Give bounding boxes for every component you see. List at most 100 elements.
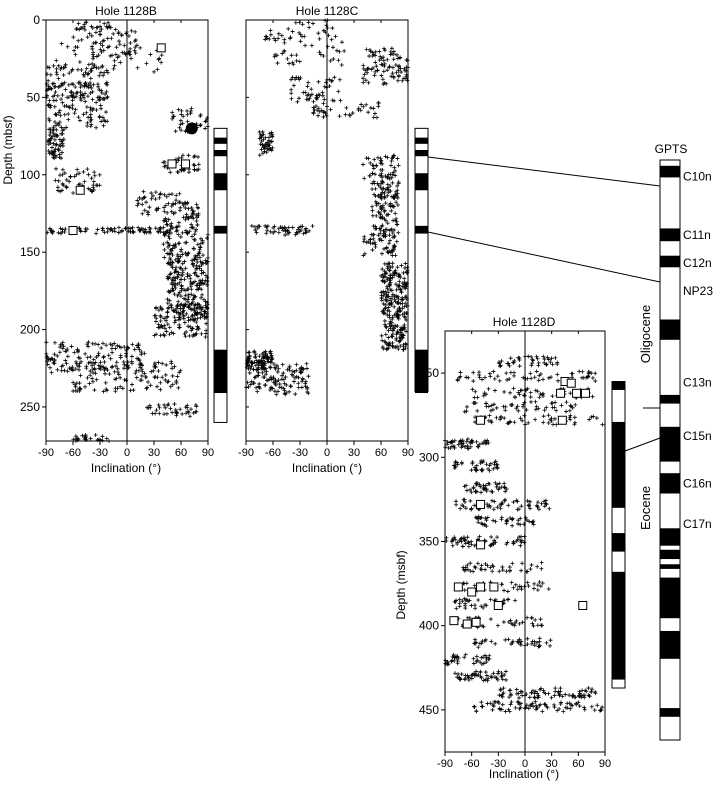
data-point-cross [111,66,116,71]
data-point-cross [83,351,88,356]
data-point-cross [533,417,538,422]
data-point-cross [138,45,143,50]
data-point-cross [289,53,294,58]
data-point-cross [568,706,573,711]
data-point-cross [190,334,195,339]
data-point-cross [59,131,64,136]
data-point-cross [170,277,175,282]
data-point-cross [453,537,458,542]
data-point-cross [394,194,399,199]
epoch-label: Oligocene [638,305,653,364]
data-point-cross [403,315,408,320]
data-point-cross [70,67,75,72]
x-tick-label: 60 [572,758,584,770]
data-point-cross [331,45,336,50]
data-point-cross [549,695,554,700]
data-point-cross [272,389,277,394]
data-point-cross [253,228,258,233]
data-point-cross [106,438,111,443]
data-point-cross [488,597,493,602]
data-point-cross [287,368,292,373]
x-tick-label: 30 [148,447,160,459]
data-point-cross [306,80,311,85]
data-point-cross [388,265,393,270]
data-point-cross [508,390,513,395]
data-point-cross [252,350,257,355]
data-point-cross [79,68,84,73]
data-point-cross [289,77,294,82]
data-point-cross [492,388,497,393]
data-point-cross [387,176,392,181]
data-point-cross [381,234,386,239]
data-point-cross [386,328,391,333]
data-point-cross [191,162,196,167]
data-point-cross [146,380,151,385]
data-point-cross [403,301,408,306]
data-point-cross [398,287,403,292]
data-point-cross [459,672,464,677]
data-point-cross [162,205,167,210]
x-tick-label: 90 [599,758,611,770]
data-point-cross [510,523,515,528]
data-point-cross [492,499,497,504]
discrete-sample-square [476,540,486,550]
data-point-cross [154,306,159,311]
correlation-line [427,156,661,187]
data-point-cross [82,179,87,184]
data-point-cross [281,386,286,391]
data-point-cross [303,381,308,386]
data-point-cross [263,135,268,140]
data-point-cross [152,313,157,318]
data-point-cross [83,91,88,96]
data-point-cross [564,400,569,405]
data-point-cross [396,230,401,235]
data-point-cross [530,520,535,525]
data-point-cross [506,597,511,602]
data-point-cross [253,363,258,368]
data-point-cross [394,336,399,341]
data-point-cross [64,185,69,190]
data-point-cross [310,21,315,26]
data-point-cross [540,709,545,714]
data-point-cross [472,503,477,508]
data-point-cross [384,347,389,352]
data-point-cross [479,467,484,472]
data-point-cross [496,669,501,674]
data-point-cross [567,415,572,420]
data-point-cluster [185,122,198,135]
data-point-cross [199,331,204,336]
data-point-cross [170,260,175,265]
data-point-cross [373,60,378,65]
data-point-cross [94,65,99,70]
data-point-cross [110,350,115,355]
data-point-cross [487,653,492,658]
discrete-sample-square [453,582,463,592]
data-point-cross [268,355,273,360]
data-point-cross [51,98,56,103]
data-point-cross [198,280,203,285]
data-point-cross [519,584,524,589]
data-point-cross [275,379,280,384]
data-point-cross [82,95,87,100]
data-point-cross [190,258,195,263]
data-point-cross [455,659,460,664]
data-point-cross [398,332,403,337]
data-point-cross [511,386,516,391]
data-point-cross [464,488,469,493]
data-point-cross [476,444,481,449]
data-point-cross [540,377,545,382]
data-point-cross [535,504,540,509]
data-point-cross [404,318,409,323]
discrete-sample-square [489,582,499,592]
data-point-cross [320,93,325,98]
data-point-cross [48,136,53,141]
data-point-cross [192,163,197,168]
data-point-cross [50,134,55,139]
data-point-cross [529,641,534,646]
data-point-cross [480,704,485,709]
data-point-cross [88,124,93,129]
data-point-cross [572,415,577,420]
data-point-cross [557,693,562,698]
x-tick-label: 90 [402,447,414,459]
data-point-cross [585,375,590,380]
